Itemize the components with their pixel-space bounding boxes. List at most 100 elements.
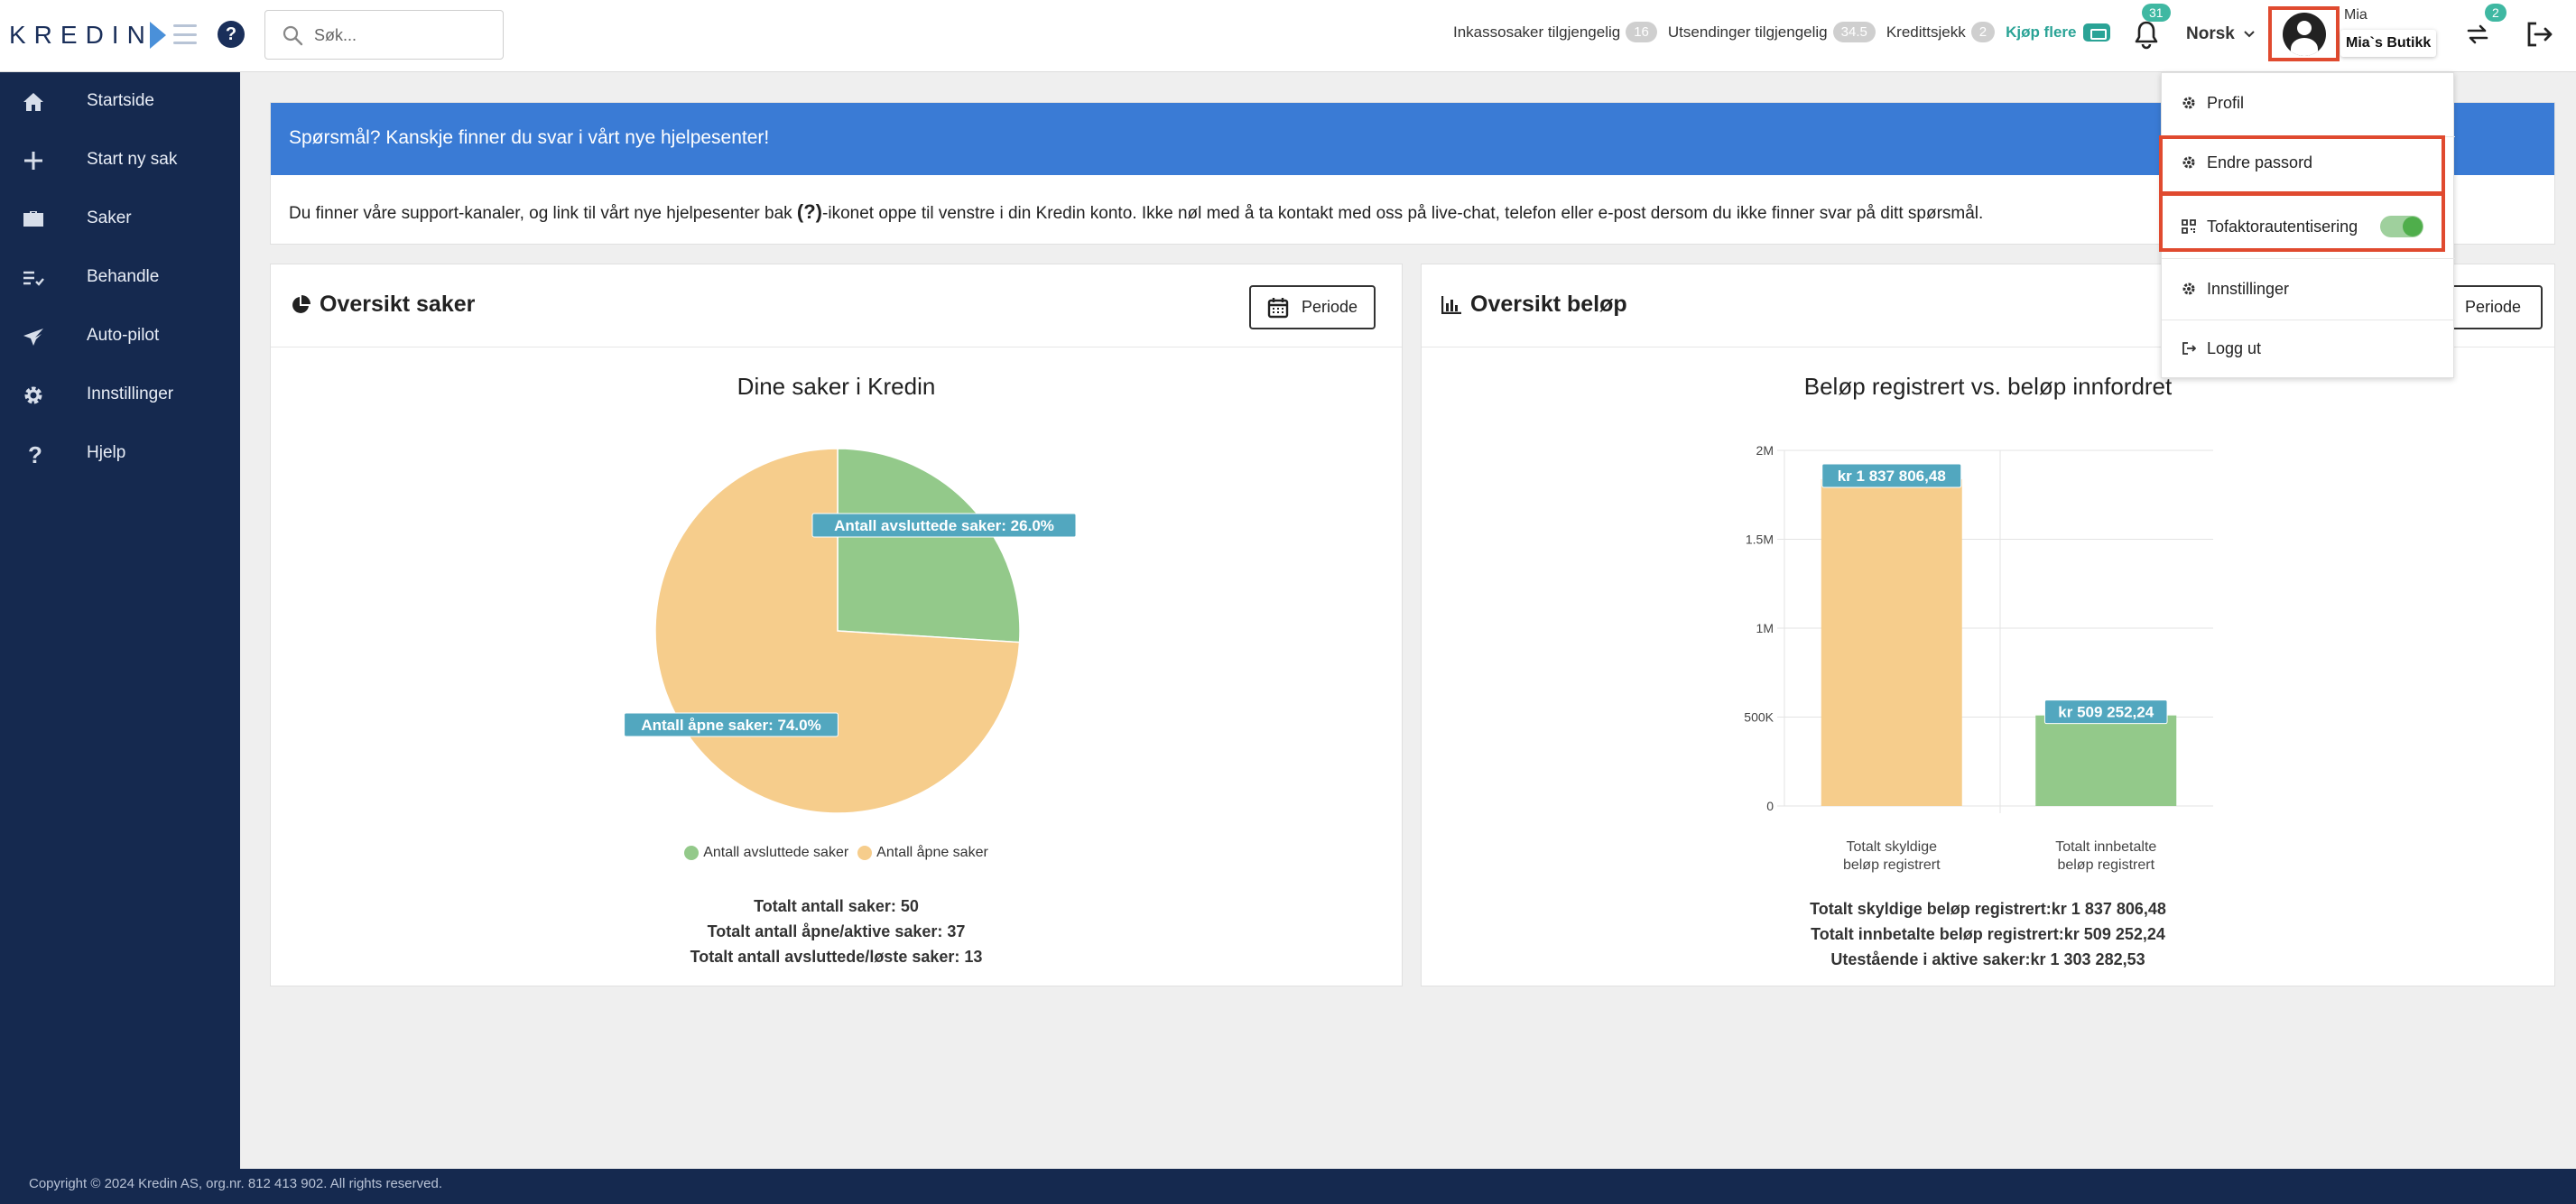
menu-item-profil[interactable]: Profil <box>2162 75 2455 131</box>
bar <box>2035 715 2177 806</box>
y-tick-label: 1.5M <box>1746 533 1774 547</box>
plus-icon <box>24 152 42 170</box>
sidebar-item-label: Saker <box>87 208 132 227</box>
y-tick-label: 0 <box>1766 799 1774 813</box>
sidebar-item-start-ny-sak[interactable]: Start ny sak <box>0 133 240 187</box>
home-icon <box>23 93 43 111</box>
y-tick-label: 1M <box>1756 621 1774 635</box>
question-icon: ? <box>28 442 42 466</box>
swap-icon[interactable] <box>2465 22 2490 47</box>
periode-button[interactable]: Periode <box>2442 285 2544 329</box>
stat-count-badge: 2 <box>1970 22 1996 42</box>
total-cases: Totalt antall saker: 50 <box>754 897 919 915</box>
cases-overview-card: Oversikt saker Periode Dine saker i Kred… <box>270 264 1403 986</box>
sidebar-item-auto-pilot[interactable]: Auto-pilot <box>0 309 240 363</box>
chart-title: Beløp registrert vs. beløp innfordret <box>1803 373 2173 400</box>
sidebar-item-label: Behandle <box>87 267 160 286</box>
gear-icon <box>2182 156 2195 169</box>
bell-icon[interactable] <box>2133 20 2160 51</box>
switch-count-badge: 2 <box>2485 4 2507 22</box>
footer: Copyright © 2024 Kredin AS, org.nr. 812 … <box>0 1169 2576 1204</box>
sidebar-item-hjelp[interactable]: ? Hjelp <box>0 426 240 480</box>
logout-icon[interactable] <box>2525 20 2553 49</box>
stat-collection-cases: Inkassosaker tilgjengelig 16 <box>1453 22 1657 42</box>
sidebar-item-label: Start ny sak <box>87 150 178 169</box>
menu-item-endre-passord[interactable]: Endre passord <box>2162 134 2455 190</box>
search-input[interactable] <box>314 20 495 51</box>
logout-icon <box>2182 342 2196 355</box>
usage-stats: Inkassosaker tilgjengelig 16 Utsendinger… <box>1453 22 2111 42</box>
bar-data-label-bg <box>2043 699 2168 725</box>
plane-icon <box>23 329 43 346</box>
search-icon <box>283 25 303 46</box>
buy-more-link[interactable]: Kjøp flere <box>2006 23 2111 42</box>
pie-data-label-bg <box>811 513 1077 538</box>
user-name: Mia <box>2344 7 2368 23</box>
periode-button[interactable]: Periode <box>1249 285 1376 329</box>
pie-data-label-bg <box>624 712 839 737</box>
cases-totals: Totalt antall saker: 50 Totalt antall åp… <box>271 894 1402 969</box>
bar-data-label: kr 509 252,24 <box>2058 704 2154 721</box>
bar-data-label: kr 1 837 806,48 <box>1838 468 1946 485</box>
sidebar-item-label: Hjelp <box>87 443 126 462</box>
chart-title: Dine saker i Kredin <box>737 373 936 400</box>
shop-name[interactable]: Mia`s Butikk <box>2340 30 2437 57</box>
menu-item-logg-ut[interactable]: Logg ut <box>2162 320 2455 376</box>
x-tick-label: Totalt innbetalte <box>2055 839 2156 855</box>
legend-item-closed[interactable]: Antall avsluttede saker <box>684 845 848 861</box>
stat-label: Kredittsjekk <box>1886 23 1966 41</box>
gear-icon <box>2182 282 2195 295</box>
sidebar: Startside Start ny sak Saker Behandle Au… <box>0 72 240 1169</box>
total-owed: Totalt skyldige beløp registrert:kr 1 83… <box>1810 900 2166 918</box>
language-select[interactable]: Norsk <box>2186 24 2255 44</box>
menu-divider <box>2162 258 2455 259</box>
briefcase-icon <box>23 211 43 227</box>
sidebar-item-behandle[interactable]: Behandle <box>0 250 240 304</box>
amount-totals: Totalt skyldige beløp registrert:kr 1 83… <box>1422 896 2554 972</box>
user-menu-button[interactable] <box>2268 6 2340 61</box>
menu-item-tofaktor[interactable]: Tofaktorautentisering <box>2162 199 2455 255</box>
help-symbol: (?) <box>796 200 823 223</box>
notification-count-badge: 31 <box>2142 4 2171 22</box>
chart-legend: Antall avsluttede saker Antall åpne sake… <box>271 845 1402 861</box>
sidebar-item-saker[interactable]: Saker <box>0 191 240 245</box>
stat-label: Inkassosaker tilgjengelig <box>1453 23 1621 41</box>
sidebar-item-label: Startside <box>87 91 154 110</box>
total-outstanding: Utestående i aktive saker:kr 1 303 282,5… <box>1830 950 2145 968</box>
card-header: Oversikt beløp Periode <box>1422 264 2554 347</box>
pie-data-label: Antall åpne saker: 74.0% <box>641 717 820 734</box>
x-tick-label: Totalt skyldige <box>1847 839 1938 855</box>
kredin-logo[interactable]: KREDIN <box>9 20 166 51</box>
highlight-box <box>2159 135 2445 195</box>
card-title: Oversikt beløp <box>1441 292 1627 318</box>
stat-credit-checks: Kredittsjekk 2 <box>1886 22 1996 42</box>
calendar-icon <box>1267 297 1289 318</box>
y-tick-label: 500K <box>1744 710 1774 725</box>
legend-item-open[interactable]: Antall åpne saker <box>857 845 988 861</box>
gear-icon <box>24 386 42 404</box>
total-closed-cases: Totalt antall avsluttede/løste saker: 13 <box>690 948 983 966</box>
stat-count-badge: 16 <box>1626 22 1657 42</box>
bar-data-label-bg <box>1821 463 1962 488</box>
menu-toggle-icon[interactable] <box>173 24 197 44</box>
card-header: Oversikt saker Periode <box>271 264 1402 347</box>
pie-slice <box>837 448 1021 644</box>
top-bar: KREDIN ? Inkassosaker tilgjengelig 16 Ut… <box>0 0 2576 72</box>
x-tick-label: beløp registrert <box>2057 857 2154 873</box>
pie-chart-icon <box>292 294 310 313</box>
highlight-box <box>2159 192 2445 252</box>
sidebar-item-innstillinger[interactable]: Innstillinger <box>0 367 240 421</box>
two-factor-toggle[interactable] <box>2380 216 2423 237</box>
sidebar-item-label: Innstillinger <box>87 384 174 403</box>
menu-item-innstillinger[interactable]: Innstillinger <box>2162 261 2455 317</box>
qr-icon <box>2182 219 2196 234</box>
pie-data-label: Antall avsluttede saker: 26.0% <box>834 517 1054 534</box>
legend-dot <box>857 846 873 860</box>
total-paid: Totalt innbetalte beløp registrert:kr 50… <box>1811 925 2165 943</box>
help-icon[interactable]: ? <box>218 21 245 48</box>
card-title: Oversikt saker <box>291 292 475 318</box>
search-box[interactable] <box>264 10 504 60</box>
pie-slice <box>654 448 1021 814</box>
sidebar-item-startside[interactable]: Startside <box>0 74 240 128</box>
card-icon <box>2083 23 2111 42</box>
